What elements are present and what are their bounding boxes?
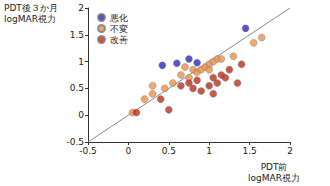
svg-text:改善: 改善 <box>110 35 128 45</box>
svg-text:1: 1 <box>206 146 212 156</box>
svg-text:-0.5: -0.5 <box>79 146 97 156</box>
svg-text:PDT後３か月: PDT後３か月 <box>4 3 58 13</box>
svg-text:1.5: 1.5 <box>70 30 84 40</box>
svg-text:logMAR視力: logMAR視力 <box>248 173 300 183</box>
svg-text:1: 1 <box>78 57 84 67</box>
svg-text:logMAR視力: logMAR視力 <box>4 14 56 24</box>
svg-text:0: 0 <box>126 146 132 156</box>
svg-text:悪化: 悪化 <box>109 13 128 23</box>
svg-text:PDT前: PDT前 <box>261 162 288 172</box>
svg-text:-0.5: -0.5 <box>66 137 84 147</box>
svg-text:0: 0 <box>78 110 84 120</box>
svg-text:不変: 不変 <box>110 24 128 34</box>
svg-text:0.5: 0.5 <box>70 83 84 93</box>
svg-text:1.5: 1.5 <box>242 146 256 156</box>
svg-text:2: 2 <box>287 146 293 156</box>
svg-text:2: 2 <box>78 3 84 13</box>
svg-text:0.5: 0.5 <box>162 146 176 156</box>
